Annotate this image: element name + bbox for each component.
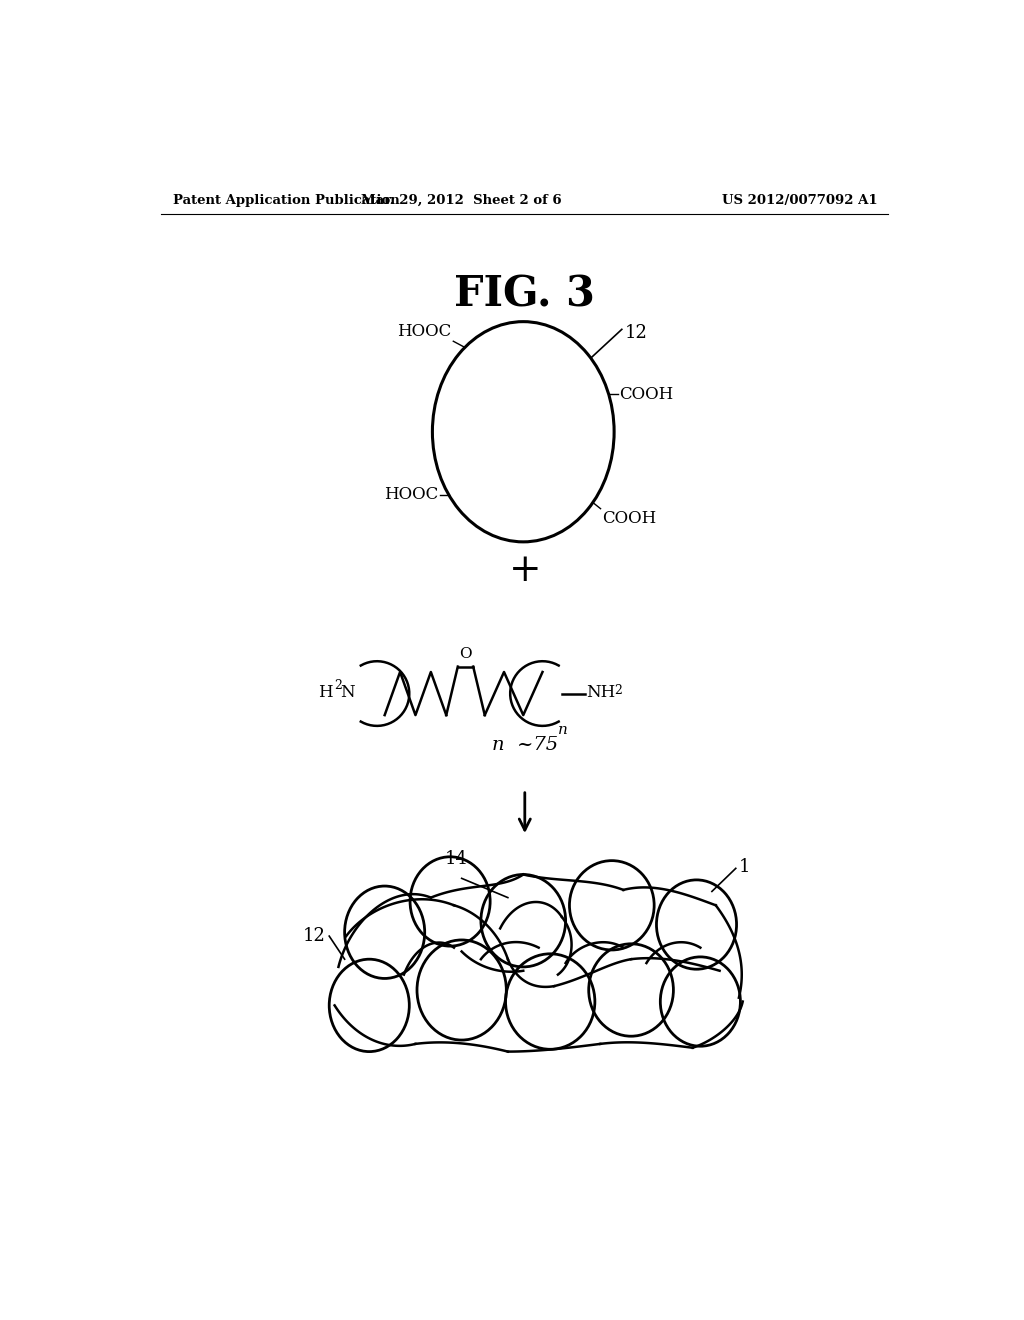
Text: 1: 1 <box>739 858 751 875</box>
Text: 14: 14 <box>444 850 468 869</box>
Text: Mar. 29, 2012  Sheet 2 of 6: Mar. 29, 2012 Sheet 2 of 6 <box>361 194 562 207</box>
Text: n  ~75: n ~75 <box>492 737 558 754</box>
Text: 2: 2 <box>614 684 622 697</box>
Text: HOOC: HOOC <box>384 486 438 503</box>
Text: +: + <box>509 552 541 589</box>
Text: FIG. 3: FIG. 3 <box>455 275 595 315</box>
Text: 12: 12 <box>302 927 326 945</box>
Text: COOH: COOH <box>602 511 656 527</box>
Text: O: O <box>459 647 472 660</box>
Text: COOH: COOH <box>620 385 674 403</box>
Text: Patent Application Publication: Patent Application Publication <box>173 194 399 207</box>
Text: US 2012/0077092 A1: US 2012/0077092 A1 <box>722 194 878 207</box>
Text: N: N <box>340 684 354 701</box>
Text: 2: 2 <box>335 678 342 692</box>
Text: 12: 12 <box>625 323 648 342</box>
Text: H: H <box>317 684 333 701</box>
Text: HOOC: HOOC <box>396 322 451 339</box>
Text: NH: NH <box>587 684 615 701</box>
Text: n: n <box>558 723 567 737</box>
